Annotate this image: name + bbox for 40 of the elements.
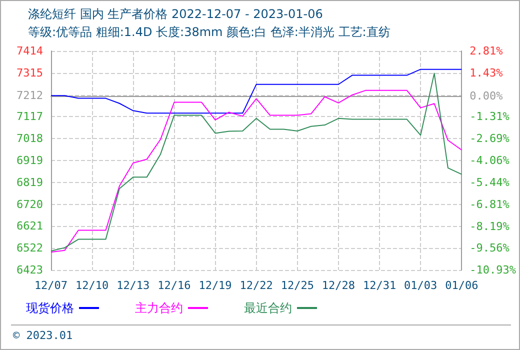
y2-tick-label: -6.81% (470, 198, 510, 211)
y2-tick-label: 2.81% (470, 44, 504, 58)
y2-tick-label: -9.56% (470, 242, 510, 255)
y-tick-label: 7315 (16, 66, 43, 80)
y-tick-label: 7212 (16, 89, 43, 102)
y-tick-label: 6720 (16, 198, 43, 211)
x-tick-label: 12/25 (280, 279, 314, 292)
x-tick-label: 12/16 (158, 279, 191, 292)
y2-tick-label: -1.31% (470, 110, 510, 124)
y-tick-label: 6621 (16, 220, 43, 233)
x-tick-label: 12/31 (362, 279, 396, 292)
y-tick-label: 6819 (16, 176, 43, 189)
text: © 2023.01 (13, 329, 73, 342)
legend-label: 最近合约 (244, 301, 292, 315)
y-tick-label: 6423 (16, 264, 43, 276)
line-series (50, 68, 462, 114)
y-tick-label: 7117 (16, 110, 43, 124)
y-tick-label: 6522 (16, 242, 43, 255)
x-tick-label: 12/22 (240, 279, 273, 292)
y2-tick-label: -10.93% (470, 264, 516, 276)
y2-tick-label: 1.43% (470, 66, 504, 80)
x-tick-label: 01/03 (404, 279, 438, 292)
y2-tick-label: -2.69% (470, 132, 510, 146)
chart-title: 涤纶短纤 国内 生产者价格 2022-12-07 - 2023-01-06 (28, 7, 323, 21)
legend-label: 现货价格 (26, 301, 74, 315)
legend-label: 主力合约 (135, 301, 183, 315)
x-tick-label: 12/19 (198, 279, 232, 292)
x-tick-label: 12/07 (34, 279, 68, 292)
chart-subtitle: 等级:优等品 粗细:1.4D 长度:38mm 颜色:白 色泽:半消光 工艺:直纺 (28, 25, 390, 39)
y2-tick-label: 0.00% (470, 89, 504, 102)
x-tick-label: 12/13 (116, 279, 150, 292)
y2-tick-label: -8.19% (470, 220, 510, 233)
y-tick-label: 6919 (16, 154, 43, 167)
y2-tick-label: -5.44% (470, 176, 510, 189)
x-tick-label: 12/28 (322, 279, 356, 292)
x-tick-label: 01/06 (445, 279, 478, 292)
y2-tick-label: -4.06% (470, 154, 510, 167)
y-tick-label: 7018 (16, 132, 43, 146)
y-tick-label: 7414 (16, 44, 44, 58)
x-tick-label: 12/10 (76, 279, 109, 292)
